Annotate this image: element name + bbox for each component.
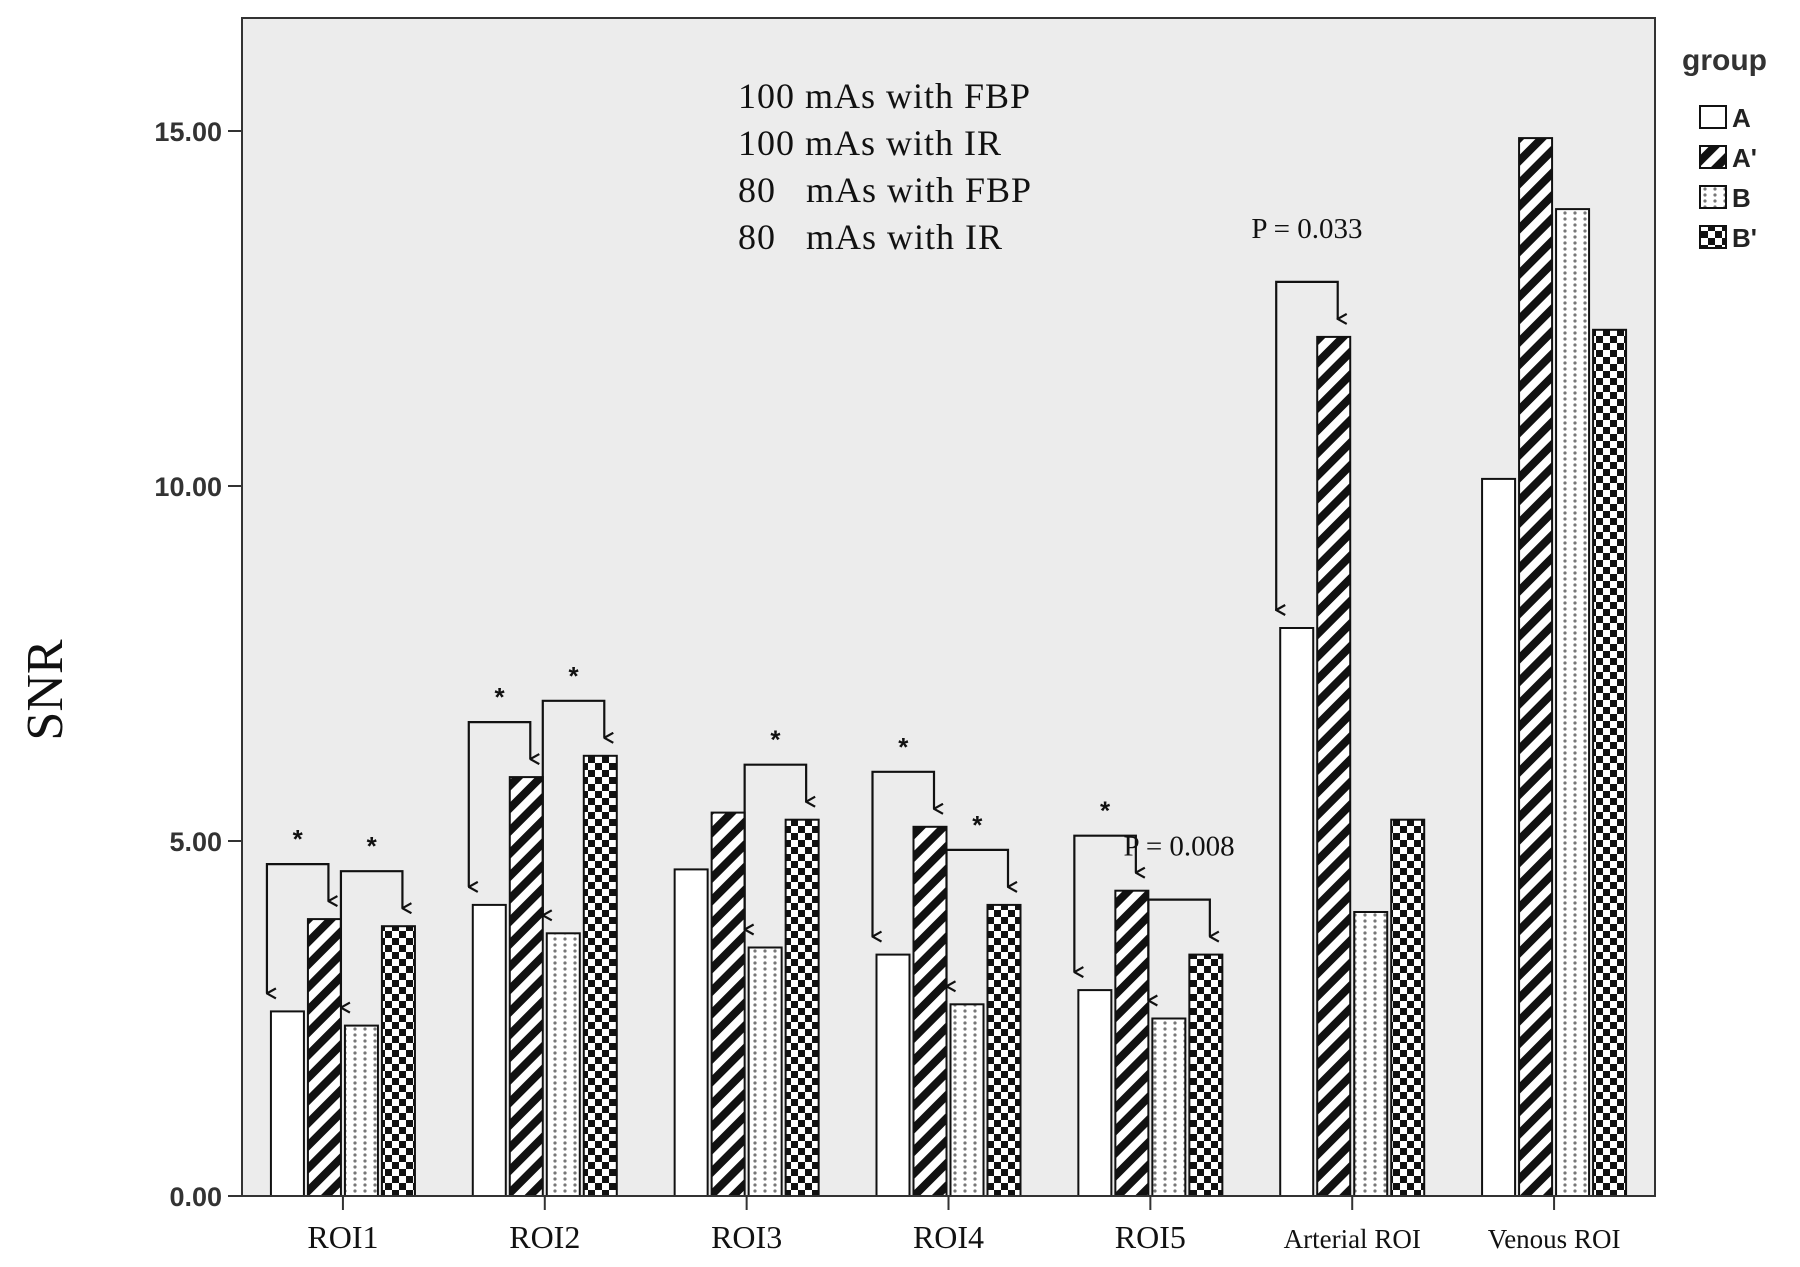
comparison-label: * [367, 831, 378, 861]
bar [1518, 137, 1554, 1198]
x-tick-label: ROI4 [913, 1219, 984, 1255]
bar [986, 903, 1022, 1198]
y-tick-label: 15.00 [154, 117, 222, 147]
bar [471, 903, 507, 1198]
bar [343, 1024, 379, 1197]
y-axis-label: SNR [17, 639, 74, 740]
comparison-label: * [1100, 796, 1111, 826]
bar [1188, 953, 1224, 1197]
bar [710, 811, 746, 1197]
comparison-label: * [898, 732, 909, 762]
annotation-text: 100 mAs with FBP 100 mAs with IR 80 mAs wi… [738, 76, 1032, 257]
comparison-label: * [293, 824, 304, 854]
bar [1077, 989, 1113, 1197]
comparison-label: P = 0.008 [1124, 831, 1235, 863]
comparison-label: P = 0.033 [1251, 213, 1362, 245]
comparison-bracket [945, 848, 1009, 986]
bar [306, 918, 342, 1197]
x-tick-label: ROI5 [1115, 1219, 1186, 1255]
legend-label: B' [1732, 223, 1757, 253]
bar [875, 953, 911, 1197]
bar [949, 1003, 985, 1197]
comparison-bracket [1275, 280, 1338, 610]
x-tick-label: Venous ROI [1488, 1224, 1621, 1254]
bar [1481, 477, 1517, 1197]
bar [912, 825, 948, 1197]
x-tick-label: Arterial ROI [1284, 1224, 1421, 1254]
comparison-bracket [1073, 834, 1136, 972]
annotation-line: 100 mAs with IR [738, 123, 1002, 163]
bar [508, 776, 544, 1197]
bar [545, 932, 581, 1197]
legend-title: group [1682, 44, 1767, 77]
comparison-bracket [339, 870, 403, 1007]
bar [1151, 1017, 1187, 1197]
comparison-bracket [1147, 898, 1210, 1001]
bar [269, 1010, 305, 1198]
bar [1592, 328, 1628, 1197]
comparison-bracket [265, 863, 329, 993]
legend-swatch [1699, 105, 1727, 129]
bar [1555, 208, 1591, 1198]
legend-label: B [1732, 183, 1751, 213]
x-axis: ROI1 ROI2 ROI3 ROI4 ROI5 Arterial ROI Venous R… [242, 1195, 1655, 1255]
comparison-label: * [770, 725, 781, 755]
comparison-label: * [568, 661, 579, 691]
y-tick-label: 10.00 [154, 472, 222, 502]
bar [1390, 818, 1426, 1197]
bar [1316, 335, 1352, 1197]
bar [582, 754, 618, 1197]
comparison-bracket [467, 721, 531, 887]
bar [380, 925, 416, 1197]
comparison-brackets: * * * * * * * * P = 0.008 P = 0.033 [265, 213, 1363, 1008]
legend: group A A' B B' [1682, 44, 1767, 253]
y-tick-label: 5.00 [169, 827, 222, 857]
comparison-bracket [743, 763, 807, 930]
bar [747, 946, 783, 1197]
y-axis: 0.00 5.00 10.00 15.00 [154, 18, 243, 1212]
legend-label: A' [1732, 143, 1757, 173]
legend-swatch [1699, 225, 1727, 249]
bar [1279, 627, 1315, 1197]
annotation-line: 100 mAs with FBP [738, 76, 1031, 116]
bar [784, 818, 820, 1197]
comparison-bracket [541, 699, 605, 916]
bar [1114, 889, 1150, 1197]
comparison-label: * [494, 682, 505, 712]
bar [1353, 911, 1389, 1197]
annotation-line: 80 mAs with IR [738, 217, 1003, 257]
x-tick-label: ROI3 [711, 1219, 782, 1255]
y-tick-label: 0.00 [169, 1182, 222, 1212]
annotation-line: 80 mAs with FBP [738, 170, 1032, 210]
legend-swatch [1699, 145, 1727, 169]
legend-swatch [1699, 185, 1727, 209]
x-tick-label: ROI2 [509, 1219, 580, 1255]
comparison-bracket [871, 770, 935, 937]
comparison-label: * [972, 810, 983, 840]
bar [673, 868, 709, 1198]
legend-label: A [1732, 103, 1751, 133]
x-tick-label: ROI1 [307, 1219, 378, 1255]
